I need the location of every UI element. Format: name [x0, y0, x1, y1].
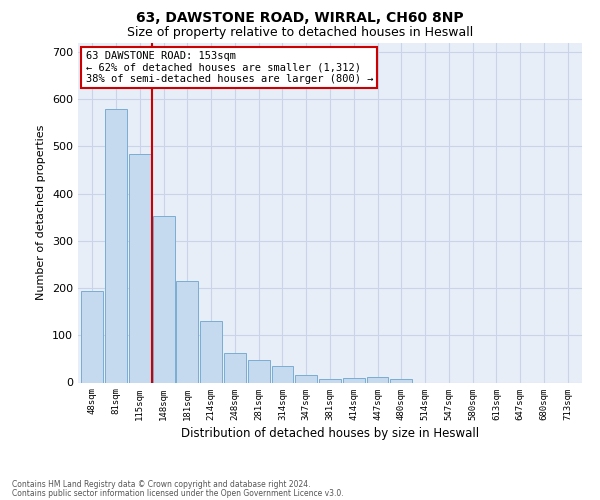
Bar — [391, 379, 412, 382]
X-axis label: Distribution of detached houses by size in Heswall: Distribution of detached houses by size … — [181, 426, 479, 440]
Text: Contains HM Land Registry data © Crown copyright and database right 2024.: Contains HM Land Registry data © Crown c… — [12, 480, 311, 489]
Bar — [176, 281, 198, 382]
Bar — [152, 216, 175, 382]
Bar — [248, 360, 269, 382]
Text: Contains public sector information licensed under the Open Government Licence v3: Contains public sector information licen… — [12, 489, 344, 498]
Bar — [367, 378, 388, 382]
Text: 63, DAWSTONE ROAD, WIRRAL, CH60 8NP: 63, DAWSTONE ROAD, WIRRAL, CH60 8NP — [136, 11, 464, 25]
Bar — [105, 108, 127, 382]
Text: 63 DAWSTONE ROAD: 153sqm
← 62% of detached houses are smaller (1,312)
38% of sem: 63 DAWSTONE ROAD: 153sqm ← 62% of detach… — [86, 51, 373, 84]
Bar — [200, 321, 222, 382]
Bar — [295, 376, 317, 382]
Bar — [224, 353, 246, 382]
Bar — [82, 292, 103, 382]
Bar — [319, 378, 341, 382]
Y-axis label: Number of detached properties: Number of detached properties — [37, 125, 46, 300]
Text: Size of property relative to detached houses in Heswall: Size of property relative to detached ho… — [127, 26, 473, 39]
Bar — [343, 378, 365, 382]
Bar — [129, 154, 151, 382]
Bar — [272, 366, 293, 382]
